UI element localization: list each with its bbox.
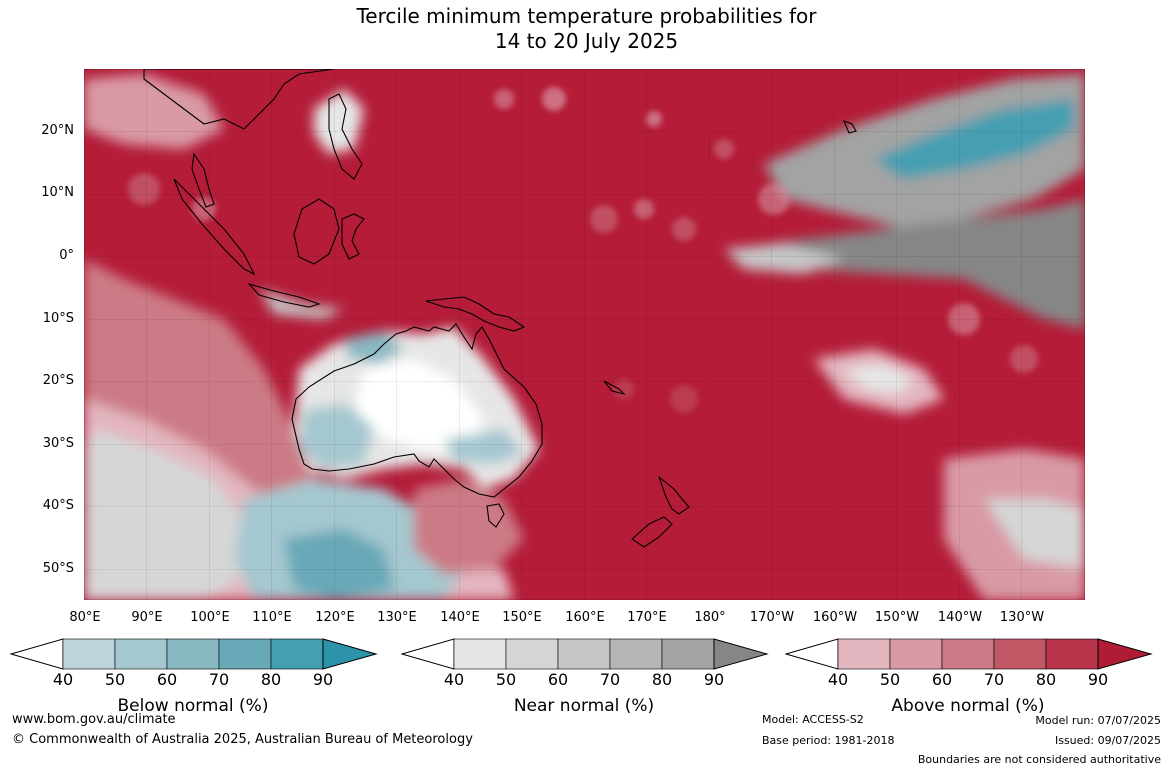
lon-label: 130°W <box>999 610 1045 625</box>
tick-label: 50 <box>879 670 901 689</box>
lat-label: 40°S <box>42 498 74 513</box>
colorbar-swatch <box>218 638 272 670</box>
tick-label: 60 <box>547 670 569 689</box>
model-run-text: Model run: 07/07/2025 <box>1035 714 1161 727</box>
lat-label: 0° <box>59 248 74 263</box>
lat-label: 20°N <box>41 123 74 138</box>
lat-label: 30°S <box>42 436 74 451</box>
lat-label: 50°S <box>42 561 74 576</box>
colorbar-swatch <box>505 638 559 670</box>
colorbar-swatch <box>1045 638 1099 670</box>
colorbar-swatch <box>166 638 220 670</box>
graticule <box>84 69 1085 600</box>
tick-label: 70 <box>208 670 230 689</box>
lon-label: 160°E <box>565 610 605 625</box>
tick-label: 90 <box>1087 670 1109 689</box>
lon-label: 140°E <box>440 610 480 625</box>
title-line-1: Tercile minimum temperature probabilitie… <box>356 4 817 28</box>
tick-label: 80 <box>1035 670 1057 689</box>
lon-label: 160°W <box>812 610 858 625</box>
title-line-2: 14 to 20 July 2025 <box>494 29 679 53</box>
tick-label: 90 <box>312 670 334 689</box>
tick-label: 60 <box>931 670 953 689</box>
lon-label: 130°E <box>377 610 417 625</box>
tick-label: 80 <box>260 670 282 689</box>
colorbar-swatch <box>609 638 663 670</box>
issued-text: Issued: 09/07/2025 <box>1054 734 1161 747</box>
model-text: Model: ACCESS-S2 <box>762 713 864 726</box>
tick-label: 90 <box>703 670 725 689</box>
lon-label: 120°E <box>315 610 355 625</box>
lon-label: 150°W <box>874 610 920 625</box>
colorbar-over-triangle <box>1097 638 1153 670</box>
colorbar-swatch <box>62 638 116 670</box>
colorbar-under-triangle <box>401 638 455 670</box>
colorbar-below-title: Below normal (%) <box>117 696 269 716</box>
lon-label: 170°E <box>627 610 667 625</box>
colorbar-above <box>785 638 1153 670</box>
colorbar-swatch <box>661 638 715 670</box>
tick-label: 50 <box>495 670 517 689</box>
colorbar-swatch <box>270 638 324 670</box>
colorbar-swatch <box>941 638 995 670</box>
colorbar-swatch <box>993 638 1047 670</box>
lon-label: 80°E <box>69 610 101 625</box>
lon-label: 100°E <box>190 610 230 625</box>
probability-map <box>84 69 1085 600</box>
lat-label: 20°S <box>42 373 74 388</box>
chart-title: Tercile minimum temperature probabilitie… <box>0 4 1173 54</box>
lon-label: 90°E <box>131 610 163 625</box>
colorbar-swatch <box>114 638 168 670</box>
copyright-text: © Commonwealth of Australia 2025, Austra… <box>12 732 473 747</box>
colorbar-over-triangle <box>713 638 769 670</box>
tick-label: 70 <box>599 670 621 689</box>
colorbar-under-triangle <box>10 638 64 670</box>
colorbar-above-title: Above normal (%) <box>891 696 1045 716</box>
colorbar-swatch <box>889 638 943 670</box>
colorbar-swatch <box>837 638 891 670</box>
colorbar-below <box>10 638 378 670</box>
tick-label: 50 <box>104 670 126 689</box>
tick-label: 80 <box>651 670 673 689</box>
tick-label: 40 <box>443 670 465 689</box>
lon-label: 140°W <box>937 610 983 625</box>
colorbar-swatch <box>453 638 507 670</box>
colorbar-swatch <box>557 638 611 670</box>
lon-label: 110°E <box>252 610 292 625</box>
lat-label: 10°S <box>42 311 74 326</box>
colorbar-over-triangle <box>322 638 378 670</box>
lon-label: 180° <box>694 610 726 625</box>
base-period-text: Base period: 1981-2018 <box>762 734 895 747</box>
lon-label: 150°E <box>502 610 542 625</box>
tick-label: 70 <box>983 670 1005 689</box>
website-link[interactable]: www.bom.gov.au/climate <box>12 712 176 727</box>
tick-label: 40 <box>827 670 849 689</box>
lon-label: 170°W <box>749 610 795 625</box>
boundaries-disclaimer: Boundaries are not considered authoritat… <box>917 753 1161 766</box>
colorbar-near <box>401 638 769 670</box>
lat-label: 10°N <box>41 185 74 200</box>
colorbar-under-triangle <box>785 638 839 670</box>
tick-label: 60 <box>156 670 178 689</box>
colorbar-near-title: Near normal (%) <box>513 696 655 716</box>
tick-label: 40 <box>52 670 74 689</box>
